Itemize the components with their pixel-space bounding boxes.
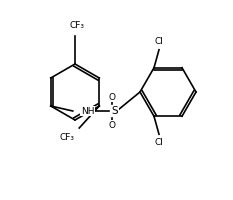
Text: O: O bbox=[108, 92, 115, 102]
Text: Cl: Cl bbox=[154, 37, 163, 46]
Text: NH: NH bbox=[81, 106, 94, 116]
Text: S: S bbox=[112, 106, 118, 116]
Text: CF₃: CF₃ bbox=[69, 21, 85, 30]
Text: Cl: Cl bbox=[154, 138, 163, 147]
Text: CF₃: CF₃ bbox=[60, 134, 75, 143]
Text: O: O bbox=[108, 120, 115, 130]
